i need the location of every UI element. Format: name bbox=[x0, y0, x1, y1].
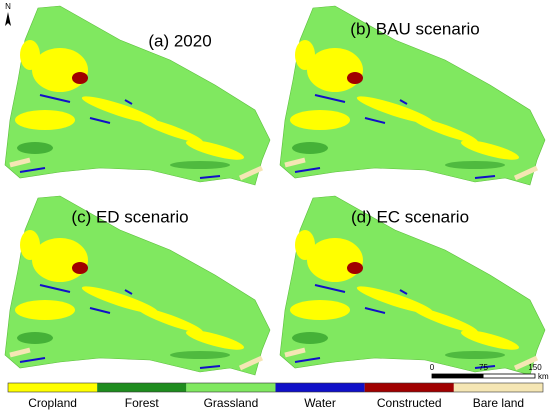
legend-label: Grassland bbox=[204, 396, 259, 410]
legend-label: Bare land bbox=[473, 396, 524, 410]
legend-label: Constructed bbox=[377, 396, 442, 410]
map-panel bbox=[5, 6, 270, 185]
panel-title: (d) EC scenario bbox=[351, 207, 469, 226]
legend-label: Cropland bbox=[28, 396, 77, 410]
scale-tick-label: 0 bbox=[430, 363, 435, 372]
legend-swatch bbox=[186, 383, 276, 392]
land-use-map bbox=[5, 6, 270, 185]
legend-frame bbox=[7, 382, 544, 393]
legend-swatch bbox=[97, 383, 187, 392]
north-arrow: N bbox=[5, 2, 11, 26]
panel-title: (c) ED scenario bbox=[71, 207, 188, 226]
panel-title: (a) 2020 bbox=[148, 31, 211, 50]
scale-tick-label: 75 bbox=[479, 363, 488, 372]
legend-label: Forest bbox=[125, 396, 160, 410]
legend-swatch bbox=[364, 383, 454, 392]
legend-swatch bbox=[275, 383, 365, 392]
legend-label: Water bbox=[304, 396, 336, 410]
scale-tick-label: 150 bbox=[528, 363, 542, 372]
legend-swatch bbox=[8, 383, 98, 392]
north-label: N bbox=[5, 2, 11, 11]
scale-unit: km bbox=[538, 372, 549, 381]
legend-swatch bbox=[453, 383, 543, 392]
scale-bar-half bbox=[432, 374, 484, 378]
panel-title: (b) BAU scenario bbox=[350, 19, 479, 38]
